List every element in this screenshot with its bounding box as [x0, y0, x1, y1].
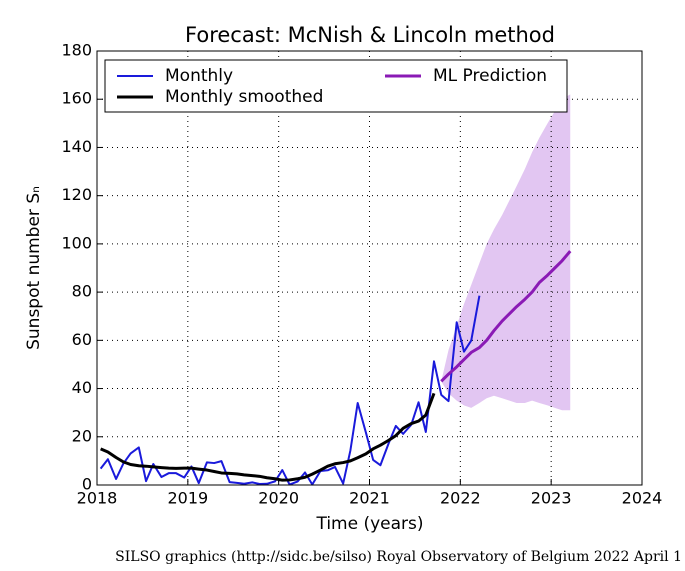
legend-label: Monthly — [165, 66, 233, 86]
chart-title: Forecast: McNish & Lincoln method — [185, 23, 555, 47]
y-tick-label: 160 — [61, 89, 92, 108]
y-tick-label: 180 — [61, 41, 92, 60]
y-tick-label: 140 — [61, 137, 92, 156]
x-tick-label: 2018 — [77, 489, 118, 508]
y-tick-label: 80 — [72, 282, 92, 301]
series-line — [99, 295, 481, 486]
series-line — [440, 250, 572, 383]
x-tick-label: 2024 — [622, 489, 663, 508]
y-axis-label: Sunspot number Sₙ — [24, 186, 44, 350]
x-tick-label: 2020 — [258, 489, 299, 508]
x-tick-label: 2023 — [531, 489, 572, 508]
y-tick-label: 100 — [61, 233, 92, 252]
y-tick-label: 0 — [82, 475, 92, 494]
y-tick-label: 20 — [72, 426, 92, 445]
footer: SILSO graphics (http://sidc.be/silso) Ro… — [115, 549, 682, 565]
y-tick-label: 40 — [72, 378, 92, 397]
x-tick-label: 2019 — [167, 489, 208, 508]
y-tick-label: 60 — [72, 330, 92, 349]
series-line — [100, 392, 436, 482]
x-tick-label: 2022 — [440, 489, 481, 508]
plot-frame — [96, 50, 643, 486]
y-tick-label: 120 — [61, 185, 92, 204]
legend-box — [104, 59, 568, 113]
x-axis-label: Time (years) — [315, 514, 423, 534]
legend-label: Monthly smoothed — [165, 87, 323, 107]
legend-label: ML Prediction — [433, 66, 547, 86]
x-tick-label: 2021 — [349, 489, 390, 508]
